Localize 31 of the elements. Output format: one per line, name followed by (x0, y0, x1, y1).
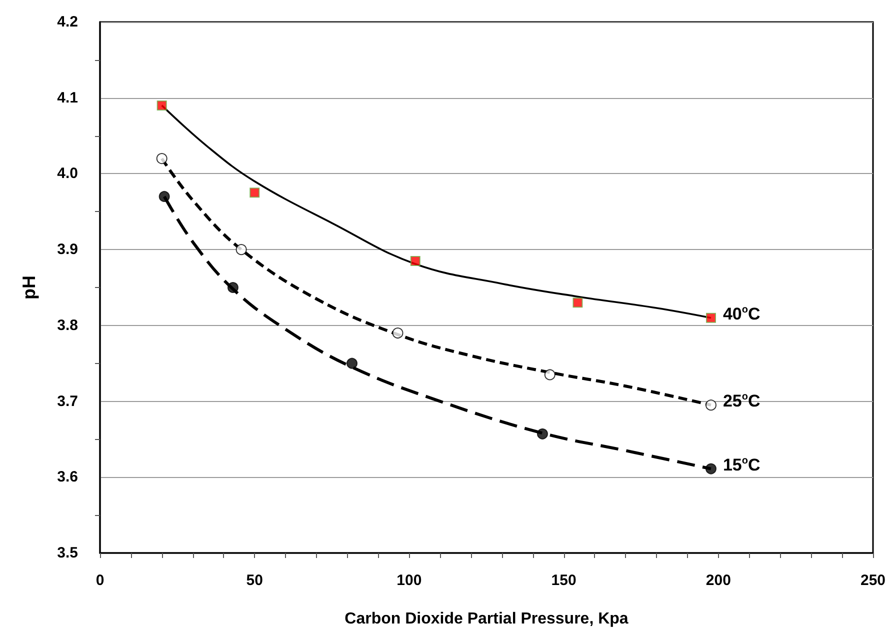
y-tick-label: 3.9 (57, 241, 78, 258)
y-tick-label: 3.5 (57, 544, 78, 562)
point (706, 312, 716, 323)
x-tick-label: 50 (246, 572, 263, 589)
y-axis-title: pH (19, 276, 39, 300)
point (572, 298, 583, 308)
x-axis-title: Carbon Dioxide Partial Pressure, Kpa (344, 610, 628, 628)
point (227, 282, 238, 293)
y-tick-label: 4.0 (57, 165, 78, 182)
x-tick-label: 200 (706, 572, 731, 589)
point (705, 400, 716, 411)
point (392, 328, 404, 339)
x-tick-label: 100 (396, 572, 422, 589)
y-tick-label: 3.8 (57, 316, 78, 334)
point (156, 153, 168, 164)
x-tick-label: 250 (860, 572, 886, 589)
y-tick-label: 4.2 (57, 14, 78, 30)
point (346, 358, 358, 369)
point (410, 256, 420, 266)
point (705, 463, 716, 474)
point (236, 244, 247, 256)
y-tick-label: 3.7 (57, 392, 78, 410)
y-tick-label: 3.6 (57, 468, 78, 486)
y-tick-label: 4.1 (57, 89, 78, 106)
x-tick-label: 0 (96, 572, 104, 589)
point (158, 190, 170, 202)
point (544, 369, 556, 380)
point (156, 100, 167, 110)
point (536, 428, 548, 440)
point (250, 188, 260, 198)
x-tick-label: 150 (551, 572, 576, 589)
